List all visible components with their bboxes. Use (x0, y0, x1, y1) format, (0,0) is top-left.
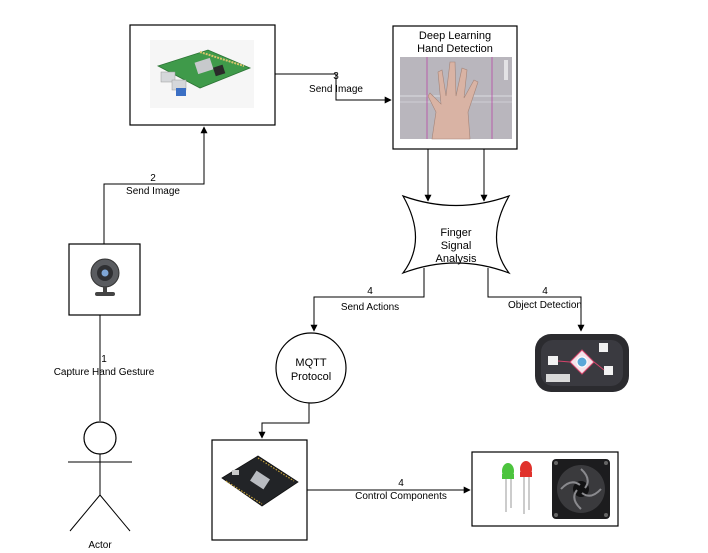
edge-send-image-dl-label: Send Image (309, 84, 363, 95)
object-detection-image[interactable] (535, 334, 629, 392)
webcam-icon (90, 258, 120, 296)
edge-send-image-pi-number: 2 (150, 173, 156, 184)
edge-send-image-pi: 2 Send Image (103, 126, 208, 244)
edge-control-components-label: Control Components (355, 491, 447, 502)
deep-learning-title-line1: Deep Learning (419, 30, 491, 42)
edge-object-detection-number: 4 (542, 286, 548, 297)
actor-label: Actor (88, 540, 112, 551)
edge-object-detection: 4 Object Detection (487, 268, 585, 332)
mqtt-line1: MQTT (295, 357, 326, 369)
finger-signal-line1: Finger (440, 227, 472, 239)
edge-send-actions-number: 4 (367, 286, 373, 297)
raspberry-pi-node[interactable] (129, 24, 276, 126)
edge-capture-label: Capture Hand Gesture (54, 367, 155, 378)
edge-control-components: 4 Control Components (307, 478, 471, 502)
camera-node[interactable] (68, 243, 141, 316)
led-green-image (502, 463, 514, 512)
edge-send-image-pi-label: Send Image (126, 186, 180, 197)
deep-learning-title-line2: Hand Detection (417, 43, 493, 55)
actor-figure[interactable]: Actor (68, 421, 132, 551)
led-red-image (520, 461, 532, 514)
edge-dl-to-finger (424, 149, 488, 202)
finger-signal-line2: Signal (441, 240, 472, 252)
fan-image (552, 459, 610, 519)
edge-object-detection-label: Object Detection (508, 300, 582, 311)
edge-send-actions: 4 Send Actions (310, 268, 425, 332)
edge-send-actions-label: Send Actions (341, 302, 399, 313)
nodemcu-image (221, 455, 299, 507)
edge-send-image-dl-number: 3 (333, 71, 339, 82)
mqtt-line2: Protocol (291, 371, 331, 383)
mqtt-protocol-node[interactable]: MQTT Protocol (275, 332, 347, 404)
edge-mqtt-to-nodemcu (258, 403, 310, 439)
edge-control-components-number: 4 (398, 478, 404, 489)
edge-capture-number: 1 (101, 354, 107, 365)
edge-send-image-dl: 3 Send Image (275, 71, 392, 104)
nodemcu-node[interactable] (211, 439, 308, 541)
hand-detection-image (400, 57, 512, 140)
edge-capture: 1 Capture Hand Gesture (54, 315, 155, 421)
finger-signal-line3: Analysis (436, 253, 477, 265)
raspberry-pi-image (150, 40, 254, 108)
components-node[interactable] (471, 451, 619, 527)
finger-signal-analysis-node[interactable]: Finger Signal Analysis (401, 194, 511, 275)
deep-learning-node[interactable]: Deep Learning Hand Detection (392, 25, 518, 150)
